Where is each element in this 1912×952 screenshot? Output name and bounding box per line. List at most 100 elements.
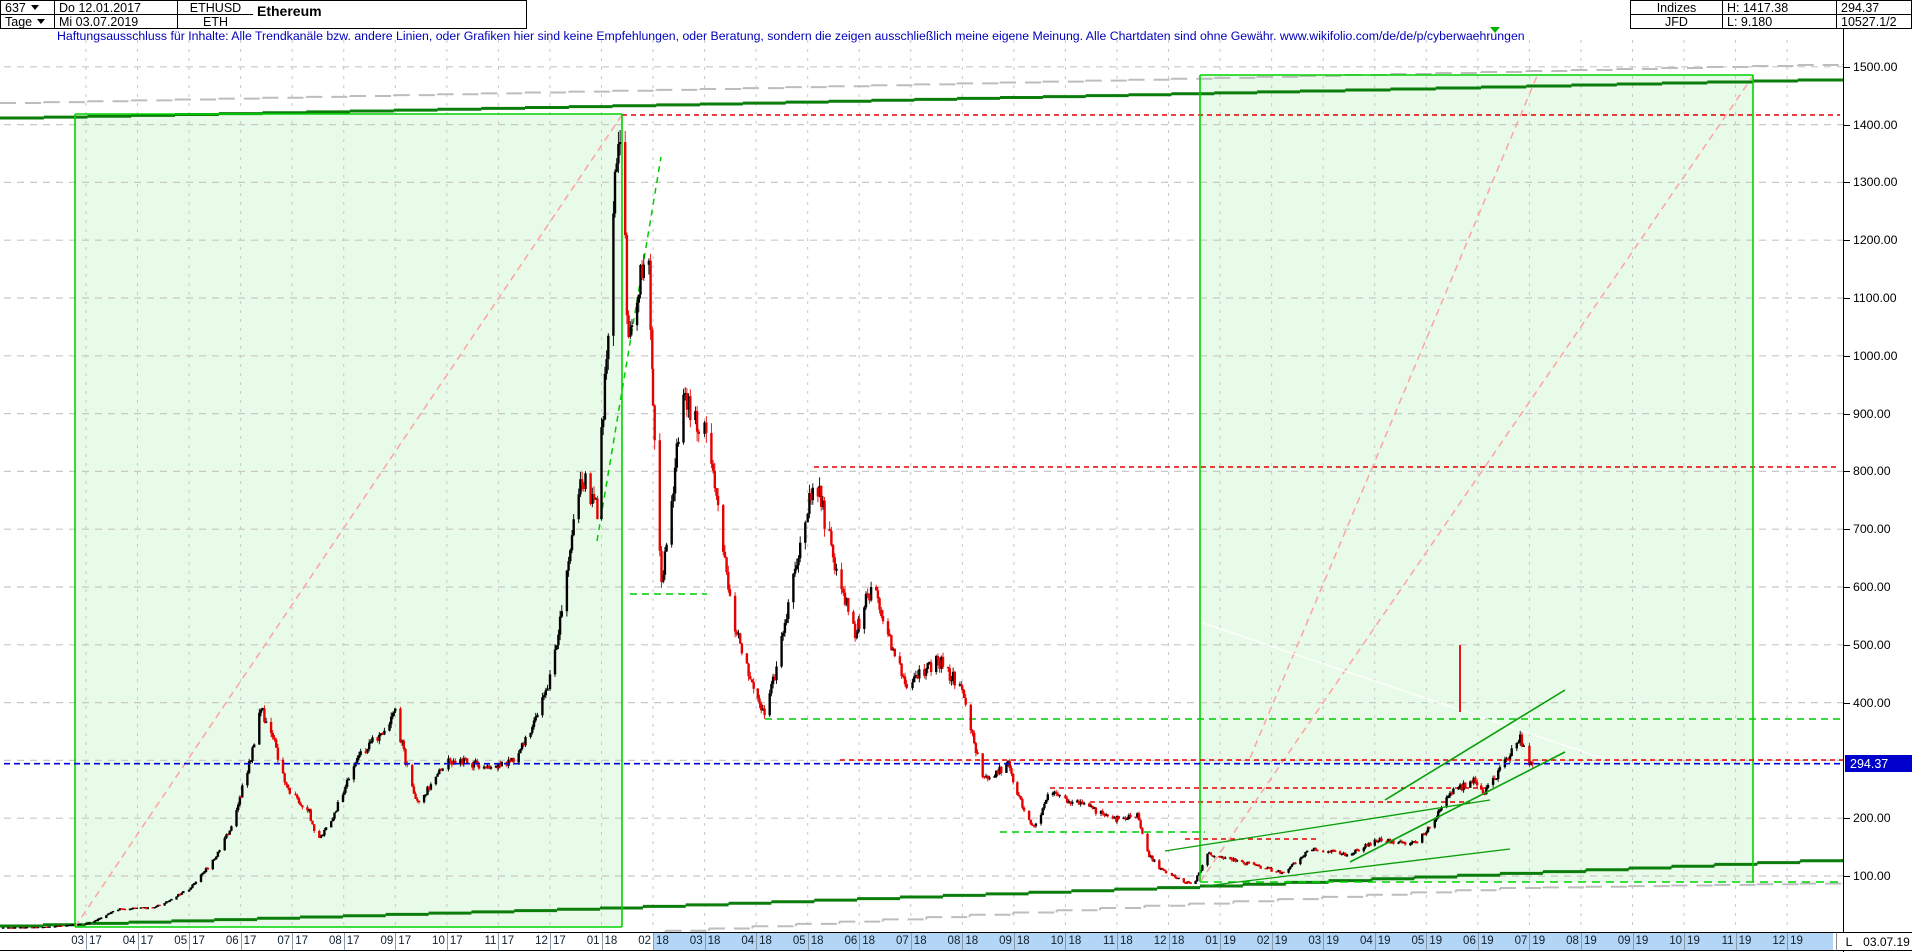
month-label-year: 17 [449,935,463,947]
month-label: 08 [1566,935,1579,947]
y-axis-label: 1000.00 [1853,348,1898,363]
exchange-cell-row1: Indizes [1630,0,1723,15]
y-axis-label: 400.00 [1853,695,1891,710]
y-axis-label: 1300.00 [1853,175,1898,190]
month-label: 06 [225,935,239,947]
month-label: 12 [1153,935,1167,947]
month-tick [292,933,294,950]
y-axis-tick [1844,124,1850,126]
month-tick [601,933,603,950]
month-label: 06 [844,935,858,947]
y-axis-label: 600.00 [1853,580,1891,594]
last-bar-date: 03.07.19 [1861,932,1912,951]
month-label-year: 18 [1120,935,1133,947]
month-tick [240,933,242,950]
month-label-year: 19 [1635,935,1649,947]
window-high-value: H: 1417.38 [1727,0,1789,15]
date-range-highlight [654,933,1833,950]
month-tick [653,933,654,950]
y-axis-tick [1844,355,1850,357]
month-label-year: 17 [295,935,308,947]
month-label-year: 17 [140,935,154,947]
month-label: 07 [1514,935,1528,947]
indicator-value: 10527.1/2 [1841,14,1897,29]
month-label-year: 19 [1377,935,1391,947]
y-axis-label: 1400.00 [1853,117,1898,132]
month-tick [962,933,964,950]
date-from-value: Do 12.01.2017 [59,0,142,15]
price-axis[interactable]: (c)Tai-Pan 294.37 1500.001400.001300.001… [1843,0,1912,952]
periods-value: 637 [5,0,26,15]
month-label: 06 [1463,935,1476,947]
month-label: 03 [1308,935,1322,947]
y-axis-tick [1844,587,1850,588]
y-axis-tick [1844,66,1850,68]
month-tick [1684,933,1685,950]
y-axis-tick [1844,471,1850,473]
month-tick [395,933,397,950]
month-label: 04 [1359,935,1373,947]
month-label: 03 [71,935,84,947]
month-label-year: 19 [1274,935,1288,947]
month-label-year: 18 [1171,935,1185,947]
date-from-field[interactable]: Do 12.01.2017 [54,0,178,15]
date-to-field[interactable]: Mi 03.07.2019 [54,14,178,29]
month-label-year: 17 [552,935,566,947]
y-axis-label: 900.00 [1853,406,1891,421]
month-label: 07 [896,935,909,947]
month-label-year: 17 [501,935,515,947]
month-label: 05 [174,935,188,947]
y-axis-tick [1844,413,1850,415]
month-label-year: 18 [759,935,772,947]
last-price-cell: 294.37 [1836,0,1912,15]
month-label-year: 19 [1480,935,1494,947]
y-axis-label: 1500.00 [1853,59,1898,74]
month-label: 07 [277,935,291,947]
date-to-value: Mi 03.07.2019 [59,14,139,29]
month-tick [1632,933,1634,950]
month-tick [1477,933,1479,950]
symbol-cell[interactable]: ETHUSD [177,0,254,15]
month-tick [1013,933,1015,950]
month-label-year: 18 [604,935,618,947]
y-axis-tick [1844,644,1850,646]
disclaimer-text: Haftungsausschluss für Inhalte: Alle Tre… [57,29,1525,43]
month-label: 10 [1050,935,1064,947]
month-label: 01 [1205,935,1219,947]
timeframe-value: Tage [5,14,33,29]
y-axis-tick [1844,702,1850,704]
periods-dropdown[interactable]: 637 [0,0,55,15]
symbol-short-cell: ETH [177,14,254,29]
month-label: 03 [689,935,703,947]
page-title: Ethereum [257,3,322,19]
month-label-year: 19 [1790,935,1803,947]
month-tick [1117,933,1118,950]
y-axis-label: 1200.00 [1853,233,1898,248]
exchange-cell-row2: JFD [1630,14,1723,29]
month-tick [446,933,448,950]
marker-triangle-icon [1490,27,1500,33]
month-label: 11 [1721,935,1734,947]
y-axis-tick [1844,182,1850,184]
month-tick [1529,933,1531,950]
month-label-year: 18 [707,935,721,947]
y-axis-tick [1844,240,1850,242]
y-axis-tick [1844,298,1850,299]
month-label-year: 19 [1583,935,1597,947]
month-tick [1065,933,1067,950]
month-label: 05 [792,935,806,947]
current-price-badge: 294.37 [1845,755,1912,773]
month-label: 04 [122,935,136,947]
last-bar-marker: L [1836,932,1861,951]
timeframe-dropdown[interactable]: Tage [0,14,55,29]
month-label-year: 19 [1429,935,1443,947]
month-label: 05 [1411,935,1425,947]
y-axis-tick [1844,818,1850,820]
y-axis-label: 700.00 [1853,522,1891,537]
month-tick [343,933,345,950]
date-axis[interactable]: 03 17 04 17 05 17 06 17 07 17 08 17 09 17 10 17 11 17 12 17… [0,932,1843,951]
month-tick [189,933,191,950]
high-cell: H: 1417.38 [1722,0,1837,15]
